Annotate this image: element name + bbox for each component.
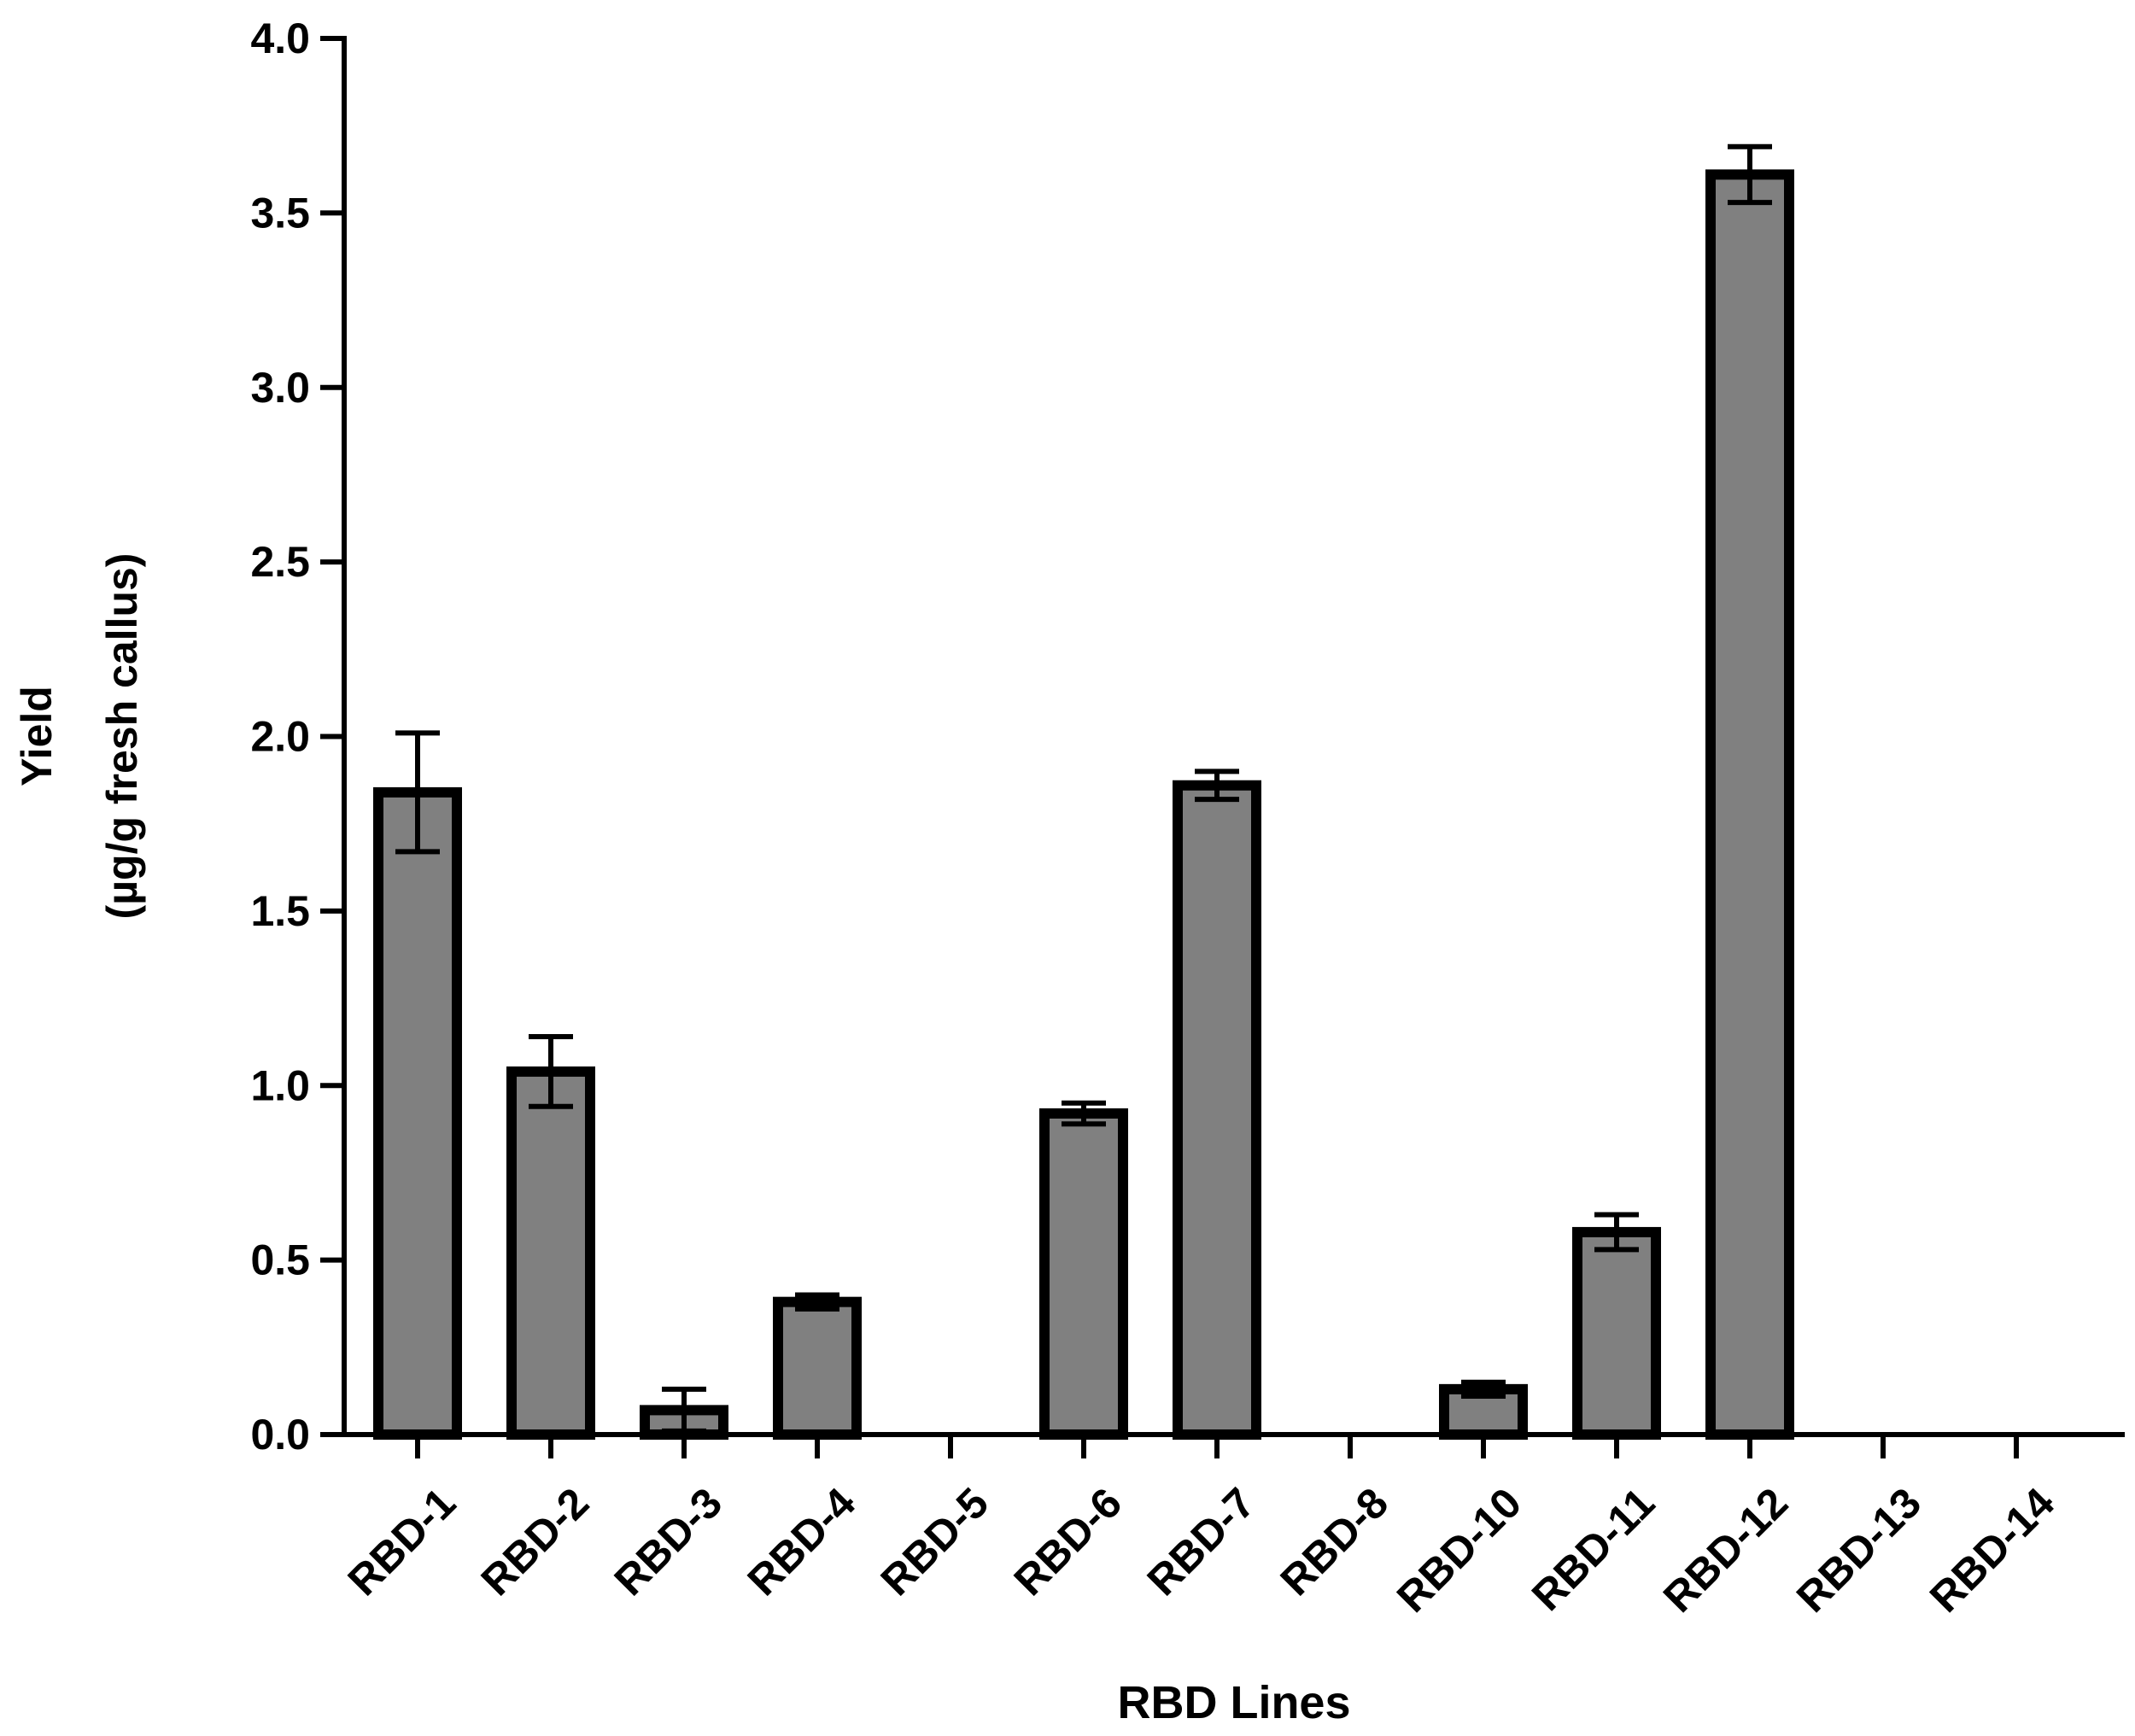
- y-axis-label-line-1: Yield: [13, 686, 61, 786]
- error-bar: [1461, 1379, 1506, 1400]
- x-tick-label: RBD-7: [1138, 1479, 1265, 1605]
- error-bars: [395, 143, 1772, 1434]
- error-bar: [662, 1386, 706, 1434]
- y-tick-label: 2.5: [250, 538, 310, 586]
- x-ticks: RBD-1 RBD-2 RBD-3 RBD-4 RBD-5 RBD-6 RBD-7 RBD-8…: [339, 1435, 2063, 1622]
- x-tick-label: RBD-3: [605, 1479, 732, 1605]
- error-bar: [1728, 143, 1772, 206]
- y-tick-label: 0.0: [250, 1411, 310, 1458]
- x-tick-label: RBD-11: [1523, 1479, 1664, 1620]
- x-tick-label: RBD-4: [739, 1479, 865, 1605]
- bar: [1039, 1108, 1128, 1440]
- y-tick-label: 1.0: [250, 1061, 310, 1109]
- x-tick-label: RBD-2: [472, 1479, 599, 1605]
- bar: [1705, 169, 1794, 1441]
- x-tick-label: RBD-13: [1787, 1479, 1930, 1622]
- bar: [1173, 780, 1261, 1440]
- x-tick-label: RBD-6: [1005, 1479, 1132, 1605]
- error-bar: [1594, 1212, 1639, 1253]
- y-tick-label: 3.5: [250, 189, 310, 237]
- y-tick-label: 4.0: [250, 15, 310, 62]
- bars: [373, 169, 1794, 1441]
- bar: [1572, 1226, 1661, 1441]
- bar: [640, 1405, 728, 1440]
- y-axis-label-line-2: (µg/g fresh callus): [98, 553, 146, 920]
- x-axis-label: RBD Lines: [1117, 1677, 1350, 1728]
- bar: [506, 1066, 595, 1441]
- y-tick-label: 1.5: [250, 887, 310, 935]
- y-tick-label: 3.0: [250, 364, 310, 412]
- error-bar: [395, 730, 440, 855]
- x-tick-label: RBD-8: [1272, 1479, 1398, 1605]
- y-ticks: 0.0 0.5 1.0 1.5 2.0 2.5 3.0 3.5 4.0: [250, 15, 344, 1458]
- error-bar: [1062, 1100, 1106, 1127]
- y-tick-label: 0.5: [250, 1236, 310, 1284]
- bar: [773, 1296, 862, 1441]
- y-tick-label: 2.0: [250, 713, 310, 761]
- x-tick-label: RBD-10: [1388, 1479, 1530, 1622]
- error-bar: [529, 1034, 573, 1109]
- x-tick-label: RBD-5: [872, 1479, 998, 1605]
- error-bar: [795, 1292, 839, 1312]
- bar: [373, 786, 462, 1440]
- x-tick-label: RBD-14: [1921, 1479, 2063, 1622]
- x-tick-label: RBD-1: [339, 1479, 465, 1605]
- x-tick-label: RBD-12: [1654, 1479, 1797, 1622]
- error-bar: [1195, 769, 1239, 803]
